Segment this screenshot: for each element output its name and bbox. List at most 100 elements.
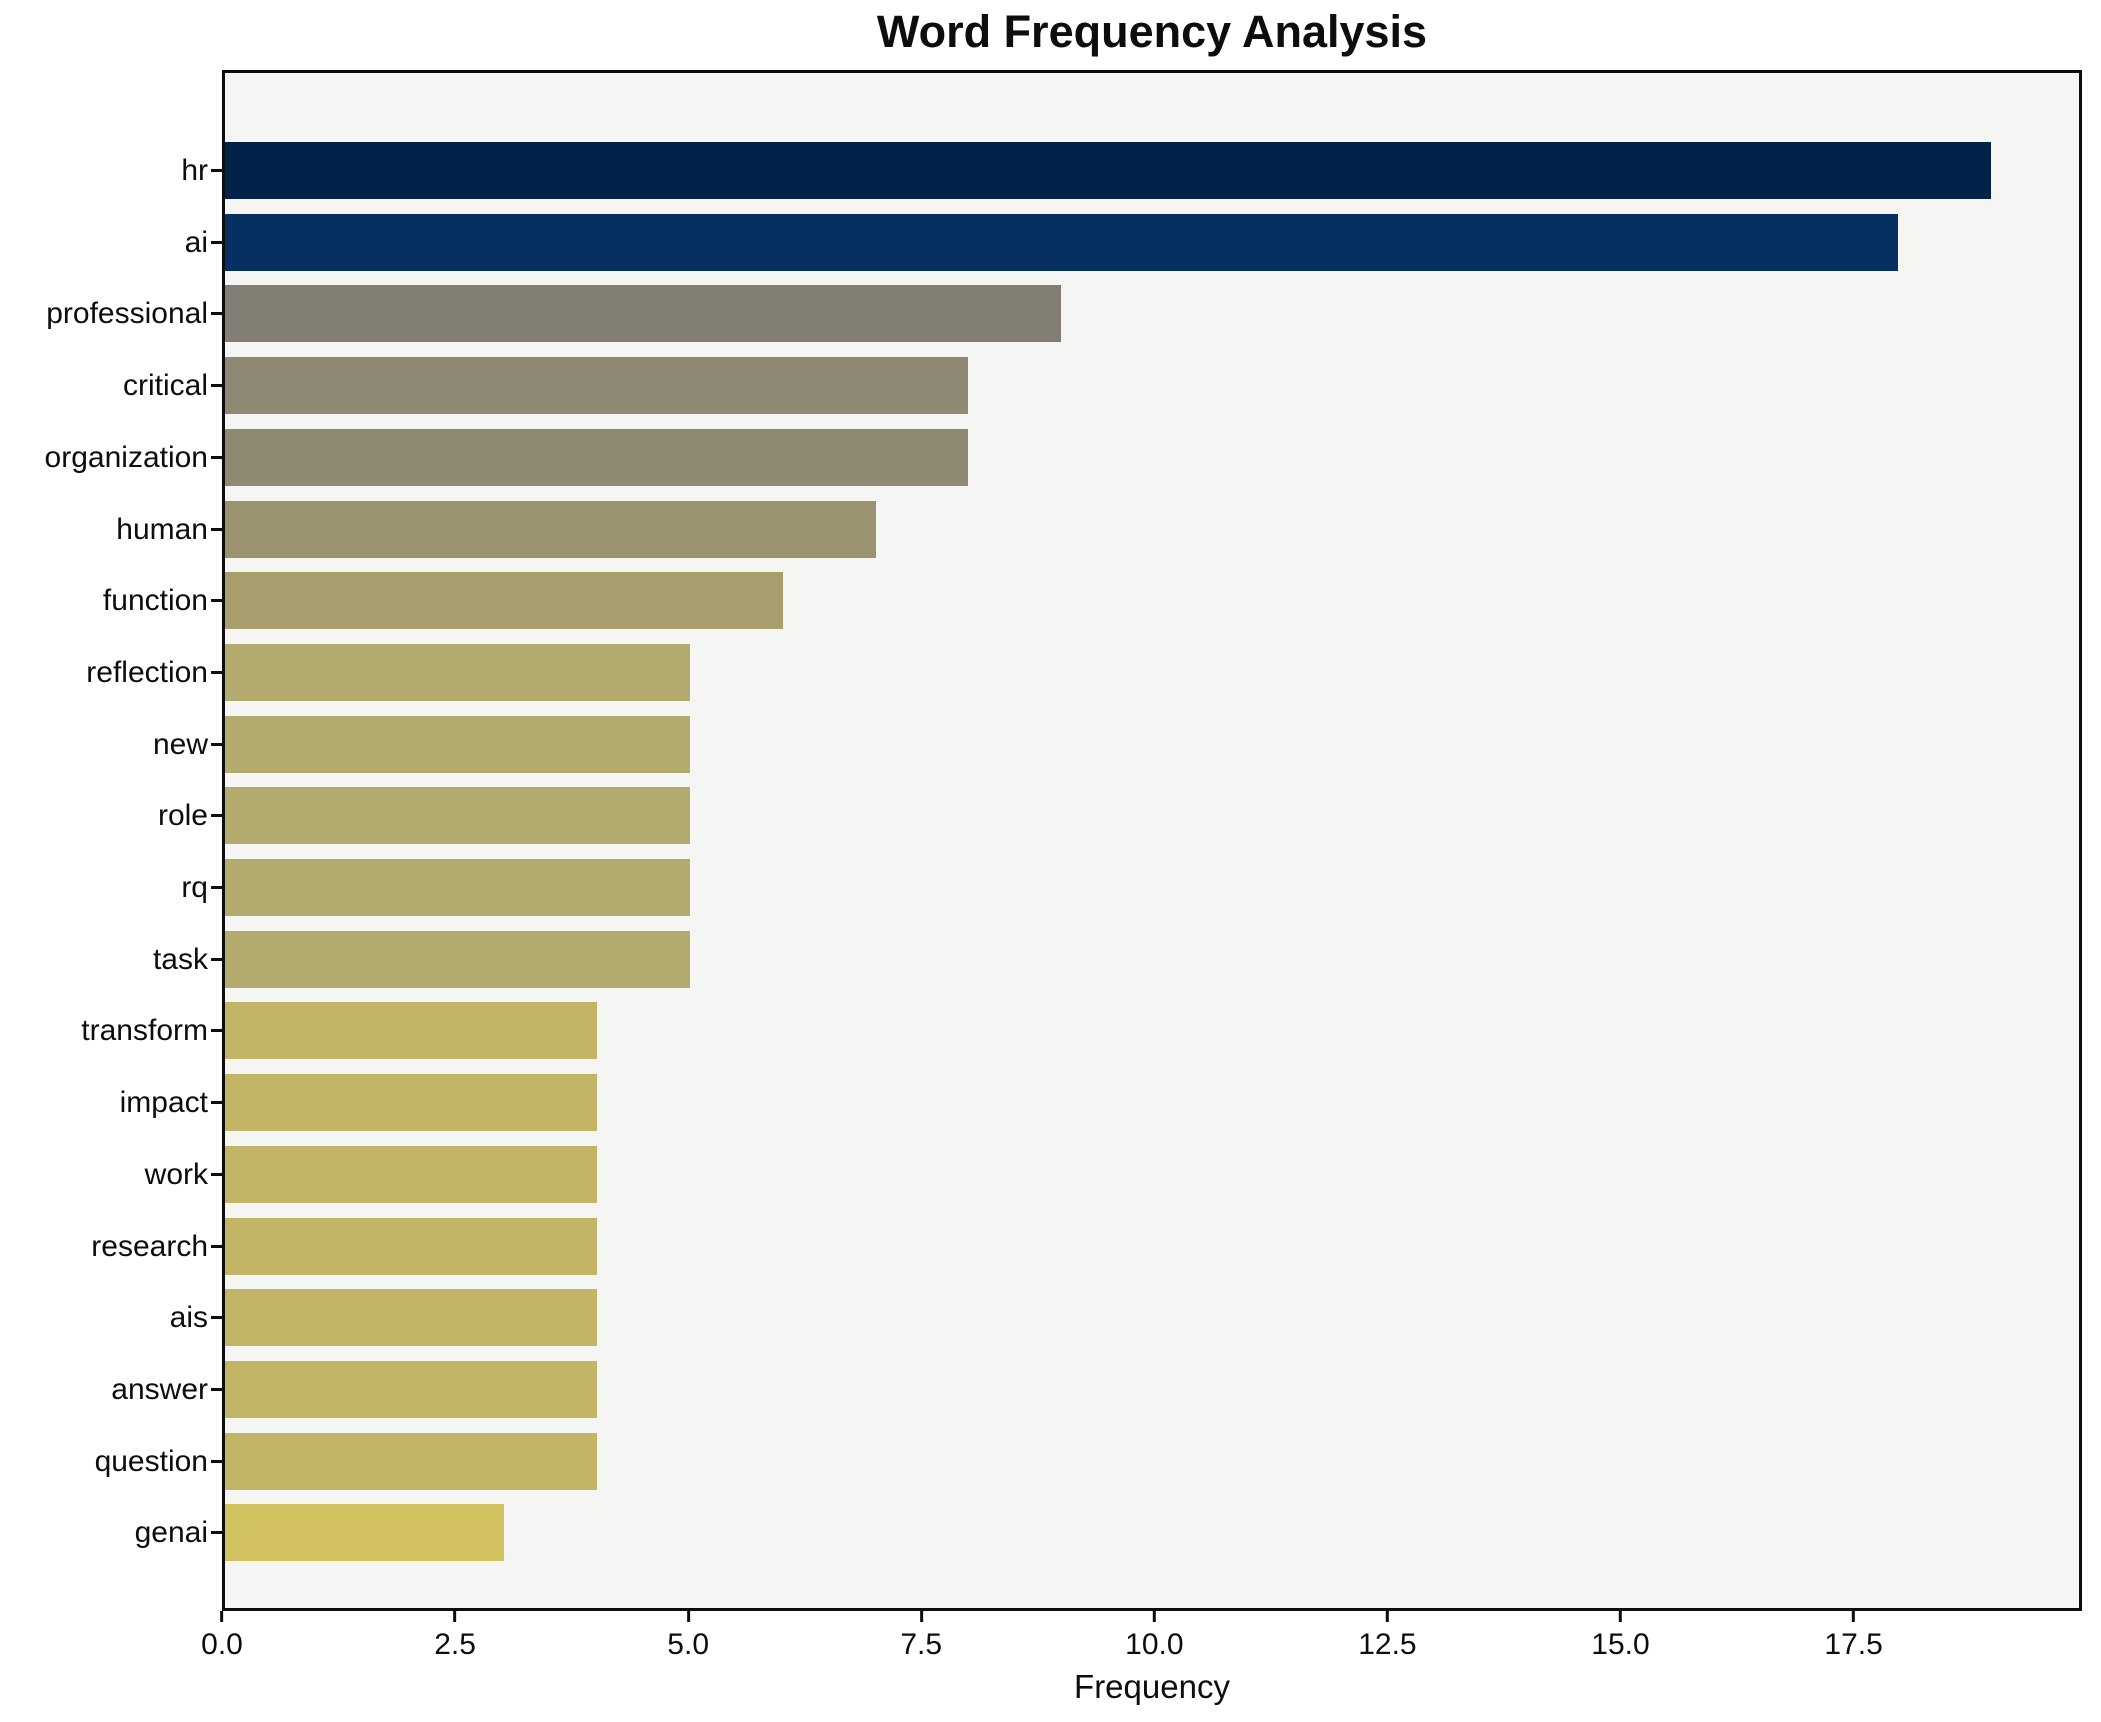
x-tick-mark xyxy=(686,1611,690,1622)
bar-task xyxy=(225,930,690,988)
y-tick-label: reflection xyxy=(86,655,208,689)
bar-new xyxy=(225,715,690,773)
bar-function xyxy=(225,572,783,630)
y-tick-label: hr xyxy=(181,154,208,187)
y-tick-mark xyxy=(211,599,222,603)
x-tick: 7.5 xyxy=(900,1611,942,1662)
y-tick-label: research xyxy=(91,1229,208,1263)
bar-row: critical xyxy=(123,357,2079,415)
y-tick-mark xyxy=(211,240,222,244)
bar-work xyxy=(225,1145,597,1203)
bar-row: impact xyxy=(120,1074,2079,1132)
y-tick-mark xyxy=(211,527,222,531)
y-tick-label: rq xyxy=(181,871,208,904)
bar-research xyxy=(225,1217,597,1275)
y-tick-label: impact xyxy=(119,1086,208,1120)
plot-area: hr ai professional critical organization huma… xyxy=(45,70,2082,1611)
bar-row: human xyxy=(116,500,2079,558)
y-tick-mark xyxy=(211,1316,222,1320)
y-tick-label: role xyxy=(157,799,208,833)
bar-row: rq xyxy=(181,859,2079,916)
bar-answer xyxy=(225,1360,597,1418)
x-tick-mark xyxy=(453,1611,457,1622)
bar-organization xyxy=(225,428,969,486)
y-tick-label: function xyxy=(102,584,208,618)
bar-row: genai xyxy=(135,1504,2079,1562)
bar-row: ais xyxy=(170,1289,2079,1347)
y-tick-label: ais xyxy=(169,1301,208,1335)
y-tick-mark xyxy=(211,1531,222,1535)
bar-row: research xyxy=(91,1217,2079,1275)
y-tick-mark xyxy=(211,169,222,172)
y-tick-label: organization xyxy=(44,440,208,474)
x-tick-label: 10.0 xyxy=(1125,1628,1184,1661)
y-tick-label: transform xyxy=(81,1014,208,1048)
bar-rq xyxy=(225,859,690,916)
bar-professional xyxy=(225,285,1062,343)
bar-row: question xyxy=(95,1432,2079,1490)
y-tick-mark xyxy=(211,1459,222,1463)
y-tick-mark xyxy=(211,670,222,674)
y-tick-label: task xyxy=(152,942,208,976)
bar-row: function xyxy=(103,572,2079,630)
bar-row: answer xyxy=(111,1360,2079,1418)
bar-hr xyxy=(225,142,1991,199)
x-tick-mark xyxy=(220,1611,224,1622)
y-tick-mark xyxy=(211,1101,222,1105)
x-tick: 15.0 xyxy=(1591,1611,1650,1662)
x-tick: 17.5 xyxy=(1824,1611,1883,1662)
bar-row: professional xyxy=(46,285,2079,343)
y-tick-mark xyxy=(211,1244,222,1248)
bar-row: work xyxy=(145,1145,2079,1203)
y-tick-mark xyxy=(211,957,222,961)
x-tick-label: 12.5 xyxy=(1358,1628,1417,1661)
bar-row: organization xyxy=(45,428,2079,486)
bar-ai xyxy=(225,213,1898,271)
y-tick-label: answer xyxy=(111,1372,208,1406)
x-axis-label: Frequency xyxy=(1074,1668,1230,1705)
y-tick-mark xyxy=(211,742,222,746)
y-tick-label: ai xyxy=(184,225,208,259)
bar-row: task xyxy=(153,930,2079,988)
x-tick: 10.0 xyxy=(1125,1611,1184,1662)
x-tick-label: 2.5 xyxy=(434,1628,476,1661)
bar-impact xyxy=(225,1074,597,1132)
bar-human xyxy=(225,500,876,558)
x-tick-label: 15.0 xyxy=(1591,1628,1650,1661)
x-axis: 0.0 2.5 5.0 7.5 10.0 12.5 15.0 17.5 xyxy=(201,1611,2082,1681)
y-tick-mark xyxy=(211,814,222,818)
x-tick: 5.0 xyxy=(667,1611,709,1662)
y-tick-label: genai xyxy=(134,1516,208,1550)
x-tick-mark xyxy=(1152,1611,1156,1622)
y-tick-label: critical xyxy=(122,369,208,403)
x-tick-mark xyxy=(919,1611,923,1622)
bar-critical xyxy=(225,357,969,415)
x-tick-label: 0.0 xyxy=(201,1628,243,1661)
x-tick: 2.5 xyxy=(434,1611,476,1662)
y-tick-label: professional xyxy=(46,297,208,331)
x-tick-label: 5.0 xyxy=(667,1628,710,1661)
x-tick-mark xyxy=(1618,1611,1622,1622)
bar-row: new xyxy=(153,715,2079,773)
y-tick-label: new xyxy=(152,727,208,761)
y-tick-mark xyxy=(211,1387,222,1391)
bar-genai xyxy=(225,1504,504,1562)
bar-role xyxy=(225,787,690,845)
bar-row: reflection xyxy=(86,643,2079,701)
x-tick-label: 7.5 xyxy=(900,1628,943,1661)
bar-row: hr xyxy=(181,142,2079,199)
y-tick-mark xyxy=(211,455,222,459)
bar-row: transform xyxy=(81,1002,2079,1060)
y-tick-mark xyxy=(211,886,222,889)
chart-title: Word Frequency Analysis xyxy=(876,6,1428,57)
y-tick-mark xyxy=(211,384,222,388)
y-tick-mark xyxy=(211,1172,222,1176)
x-tick: 0.0 xyxy=(201,1611,243,1662)
bar-ais xyxy=(225,1289,597,1347)
bar-question xyxy=(225,1432,597,1490)
x-tick-mark xyxy=(1385,1611,1389,1622)
x-tick-label: 17.5 xyxy=(1824,1628,1883,1661)
x-tick-mark xyxy=(1852,1611,1856,1622)
y-tick-label: work xyxy=(144,1157,208,1191)
